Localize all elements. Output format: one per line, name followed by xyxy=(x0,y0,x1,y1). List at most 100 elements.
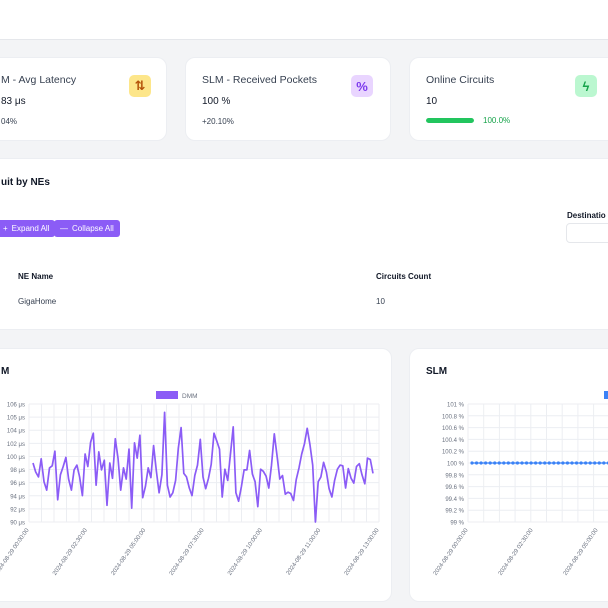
data-point xyxy=(588,461,592,465)
y-tick-label: 104 μs xyxy=(7,429,25,435)
minus-icon: — xyxy=(60,224,68,233)
online-progress-bar xyxy=(426,118,474,123)
slm-chart-card: SLM 101 % 100.8 % 100.6 % 100.4 % 100.2 % 100… xyxy=(409,348,608,602)
destination-label: Destinatio xyxy=(567,211,606,220)
top-bar xyxy=(0,0,608,40)
y-tick-label: 99 % xyxy=(450,521,464,527)
swap-arrows-icon: ⇅ xyxy=(129,75,151,97)
y-tick-label: 101 % xyxy=(447,403,465,409)
data-point xyxy=(565,461,570,465)
y-tick-label: 100.8 % xyxy=(442,414,465,420)
stat-card-slm: SLM - Received Pockets 100 % +20.10% % xyxy=(185,57,391,141)
y-tick-label: 98 μs xyxy=(10,468,25,474)
circuits-count-cell: 10 xyxy=(376,297,385,306)
x-tick-label: 2024-08-29 05:00:00 xyxy=(110,527,147,577)
stat-title: SLM - Received Pockets xyxy=(202,74,317,86)
x-tick-label: 2024-08-29 02:30:00 xyxy=(498,527,535,577)
data-point xyxy=(570,461,574,465)
data-point xyxy=(515,461,520,465)
column-header-ne-name: NE Name xyxy=(18,272,54,281)
section-title: uit by NEs xyxy=(1,177,50,188)
data-point xyxy=(493,461,497,465)
data-point xyxy=(497,461,501,465)
stat-value: 100 % xyxy=(202,96,231,107)
data-point xyxy=(602,461,606,465)
y-tick-label: 105 μs xyxy=(7,416,25,422)
legend-swatch xyxy=(156,391,178,399)
data-point xyxy=(520,461,524,465)
destination-input[interactable] xyxy=(566,223,608,243)
column-header-circuits-count: Circuits Count xyxy=(376,272,432,281)
y-tick-label: 99.8 % xyxy=(445,473,464,479)
progress-fill xyxy=(426,118,474,123)
stat-change: 04% xyxy=(1,117,18,126)
y-tick-label: 100 % xyxy=(447,462,465,468)
expand-all-label: Expand All xyxy=(11,224,50,233)
data-point xyxy=(488,461,492,465)
circuits-by-ne-panel: uit by NEs + Expand All — Collapse All D… xyxy=(0,158,608,330)
y-tick-label: 100.4 % xyxy=(442,438,465,444)
x-tick-label: 2024-08-29 00:00:00 xyxy=(0,527,31,577)
progress-label: 100.0% xyxy=(483,116,511,125)
legend-swatch xyxy=(604,391,608,399)
y-tick-label: 100 μs xyxy=(7,455,25,461)
data-point xyxy=(524,461,529,465)
y-tick-label: 100.2 % xyxy=(442,450,465,456)
x-tick-label: 2024-08-29 11:00:00 xyxy=(286,527,323,576)
data-point xyxy=(556,461,560,465)
x-tick-label: 2024-08-29 00:00:00 xyxy=(433,527,470,577)
data-point xyxy=(547,461,551,465)
stat-card-online-circuits: Online Circuits 10 100.0% ϟ xyxy=(409,57,608,141)
plus-icon: + xyxy=(3,224,8,233)
stat-value: 83 μs xyxy=(1,96,26,107)
y-tick-label: 102 μs xyxy=(7,442,25,448)
data-point xyxy=(538,461,542,465)
data-point xyxy=(511,461,515,465)
x-tick-label: 2024-08-29 13:00:00 xyxy=(344,527,381,577)
data-point xyxy=(506,461,510,465)
legend-label: DMM xyxy=(182,393,198,400)
expand-all-button[interactable]: + Expand All xyxy=(0,220,56,237)
data-point xyxy=(502,461,506,465)
data-point xyxy=(534,461,538,465)
data-point xyxy=(597,461,601,465)
stat-value: 10 xyxy=(426,96,438,107)
y-tick-label: 99.6 % xyxy=(445,485,464,491)
stat-card-latency: M - Avg Latency 83 μs 04% ⇅ xyxy=(0,57,167,141)
x-tick-label: 2024-08-29 02:30:00 xyxy=(52,527,89,577)
y-tick-label: 99.2 % xyxy=(445,509,464,515)
lightning-icon: ϟ xyxy=(575,75,597,97)
data-point xyxy=(561,461,565,465)
stat-title: Online Circuits xyxy=(426,74,495,86)
collapse-all-button[interactable]: — Collapse All xyxy=(54,220,120,237)
stat-title: M - Avg Latency xyxy=(1,74,77,86)
data-point xyxy=(552,461,556,465)
ne-name-cell: GigaHome xyxy=(18,297,57,306)
y-tick-label: 92 μs xyxy=(10,507,25,513)
y-tick-label: 94 μs xyxy=(10,494,25,500)
data-point xyxy=(470,461,474,465)
slm-line-chart: 101 % 100.8 % 100.6 % 100.4 % 100.2 % 100 % 99… xyxy=(433,391,608,577)
y-tick-label: 100.6 % xyxy=(442,426,465,432)
data-point xyxy=(593,461,597,465)
x-tick-label: 2024-08-29 05:00:00 xyxy=(563,527,600,577)
x-tick-label: 2024-08-29 10:00:00 xyxy=(227,527,264,577)
y-tick-label: 106 μs xyxy=(7,403,25,409)
chart-title: M xyxy=(1,366,10,377)
y-tick-label: 99.4 % xyxy=(445,497,464,503)
x-tick-label: 2024-08-29 07:30:00 xyxy=(169,527,206,577)
data-point xyxy=(529,461,533,465)
dmm-line-chart: 106 μs 105 μs 104 μs 102 μs 100 μs 98 μs 96 μs… xyxy=(0,391,381,577)
data-point xyxy=(543,461,547,465)
data-point xyxy=(479,461,483,465)
data-point xyxy=(584,461,588,465)
data-point xyxy=(474,461,479,465)
percent-icon: % xyxy=(351,75,373,97)
chart-title: SLM xyxy=(426,366,448,377)
series-line xyxy=(32,411,374,523)
dmm-chart-card: M 106 μs 105 μs 104 μs 102 μs 100 μs 98 μs 96 … xyxy=(0,348,392,602)
y-tick-label: 90 μs xyxy=(10,521,25,527)
collapse-all-label: Collapse All xyxy=(72,224,114,233)
y-tick-label: 96 μs xyxy=(10,481,25,487)
stat-change: +20.10% xyxy=(202,117,234,126)
